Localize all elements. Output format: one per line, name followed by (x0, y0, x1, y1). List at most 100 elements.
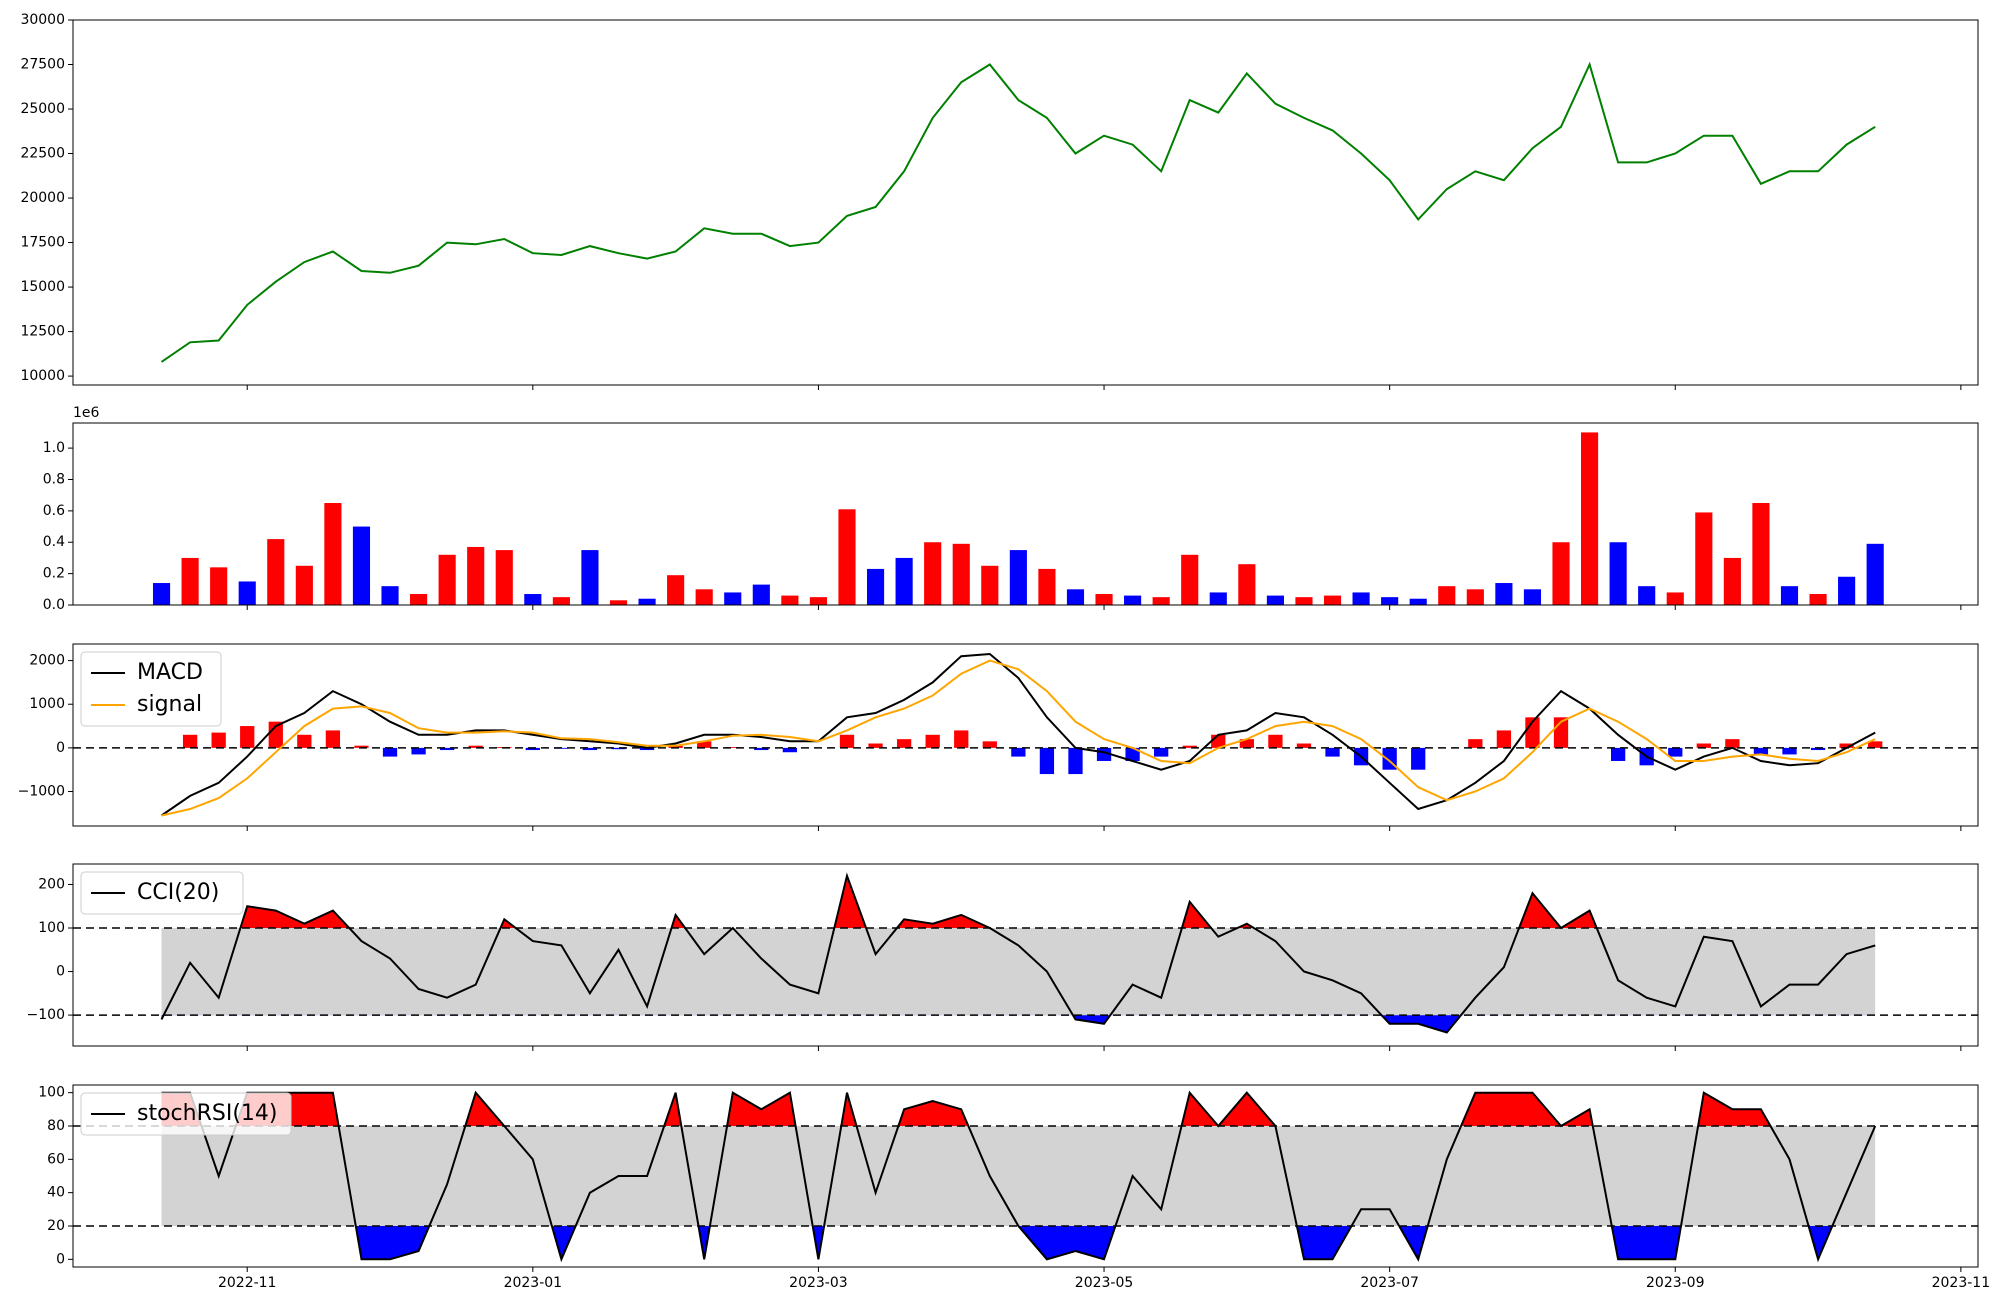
histogram-bar (868, 743, 883, 748)
histogram-bar (1839, 743, 1854, 748)
volume-bar (895, 557, 913, 605)
volume-bar (781, 595, 799, 605)
volume-bar (210, 567, 228, 605)
histogram-bar (1154, 747, 1169, 757)
y-tick-label: 200 (38, 876, 65, 892)
y-tick-label: 0 (56, 964, 65, 980)
histogram-bar (1296, 743, 1312, 748)
histogram-bar (1868, 741, 1883, 748)
volume-bar (1095, 594, 1113, 605)
axes-frame (72, 19, 1979, 386)
volume-bar (724, 592, 742, 605)
histogram-bar (1782, 747, 1797, 755)
x-tick-label: 2022-11 (218, 1275, 277, 1291)
volume-bar (238, 581, 256, 605)
histogram-bar (1496, 730, 1512, 748)
y-tick-label: 15000 (20, 279, 65, 295)
histogram-bar (982, 741, 997, 748)
volume-bar (1780, 586, 1799, 605)
volume-bar (1809, 594, 1827, 605)
histogram-bar (639, 747, 655, 751)
volume-bar (295, 565, 313, 605)
histogram-bar (325, 730, 341, 748)
histogram-bar (1125, 747, 1140, 761)
axes-frame (72, 1084, 1979, 1268)
histogram-bar (896, 739, 912, 748)
y-tick-label: 22500 (20, 146, 65, 162)
histogram-bar (1268, 734, 1283, 748)
y-tick-label: 1.0 (43, 440, 65, 456)
y-tick-label: 30000 (20, 12, 65, 28)
y-tick-label: 0.0 (43, 597, 65, 613)
histogram-bar (1525, 717, 1540, 748)
volume-bar (467, 546, 485, 605)
y-tick-label: 60 (47, 1151, 65, 1167)
y-tick-label: 17500 (20, 235, 65, 251)
histogram-bar (1725, 739, 1740, 748)
histogram-bar (839, 734, 855, 748)
y-tick-label: 10000 (20, 368, 65, 384)
x-tick-label: 2023-01 (504, 1275, 563, 1291)
volume-bar (324, 503, 342, 605)
volume-bar (1295, 597, 1313, 605)
y-tick-label: 80 (47, 1118, 65, 1134)
y-tick-label: 40 (47, 1185, 65, 1201)
legend-label: CCI(20) (137, 880, 219, 905)
volume-bar (552, 597, 570, 605)
histogram-bar (1011, 747, 1026, 757)
volume-bar (1495, 583, 1513, 605)
histogram-bar (1753, 747, 1769, 755)
volume-bar (1266, 595, 1284, 605)
volume-bar (152, 583, 171, 605)
neutral-band (161, 928, 1876, 1016)
y-tick-label: 0.8 (43, 471, 65, 487)
volume-bar (1838, 576, 1856, 605)
data-line (160, 872, 1876, 1034)
histogram-bar (1239, 739, 1254, 748)
y-tick-label: 0.6 (43, 503, 65, 519)
y-tick-label: 0.4 (43, 534, 65, 550)
histogram-bar (440, 747, 455, 751)
histogram-bar (1325, 747, 1340, 757)
histogram-bar (1182, 745, 1197, 748)
x-tick-label: 2023-09 (1646, 1275, 1705, 1291)
volume-bar (981, 565, 999, 605)
histogram-bar (297, 734, 312, 748)
histogram-bar (1468, 739, 1483, 748)
volume-bar (809, 597, 828, 605)
volume-bar (1552, 542, 1570, 605)
histogram-bar (182, 734, 198, 748)
volume-bar (1238, 564, 1256, 605)
volume-bar (1181, 554, 1199, 605)
volume-bar (1066, 589, 1085, 605)
overbought-fill (161, 875, 1876, 929)
y-tick-label: 1000 (29, 696, 65, 712)
volume-bar (1752, 503, 1770, 605)
volume-bar (352, 526, 371, 605)
volume-bar (752, 584, 770, 605)
legend-label: MACD (137, 660, 203, 685)
volume-bar (181, 557, 199, 605)
volume-bar (267, 539, 285, 605)
volume-bar (1381, 597, 1399, 605)
neutral-band (161, 1126, 1876, 1226)
x-tick-label: 2023-05 (1075, 1275, 1134, 1291)
volume-bar (1723, 557, 1741, 605)
y-tick-label: 2000 (29, 653, 65, 669)
volume-bar (381, 586, 399, 605)
histogram-bar (211, 732, 226, 748)
histogram-bar (411, 747, 426, 755)
volume-bar (1523, 589, 1542, 605)
volume-bar (1209, 592, 1227, 605)
volume-bar (695, 589, 713, 605)
histogram-bar (782, 747, 798, 753)
histogram-bar (1610, 747, 1626, 761)
legend-box (80, 1092, 292, 1136)
y-tick-label: 25000 (20, 101, 65, 117)
y-tick-label: 0 (56, 1251, 65, 1267)
data-line (161, 659, 1876, 817)
volume-bar (1638, 586, 1656, 605)
volume-bar (1323, 595, 1342, 605)
histogram-bar (525, 747, 540, 751)
data-line (161, 1090, 1877, 1263)
